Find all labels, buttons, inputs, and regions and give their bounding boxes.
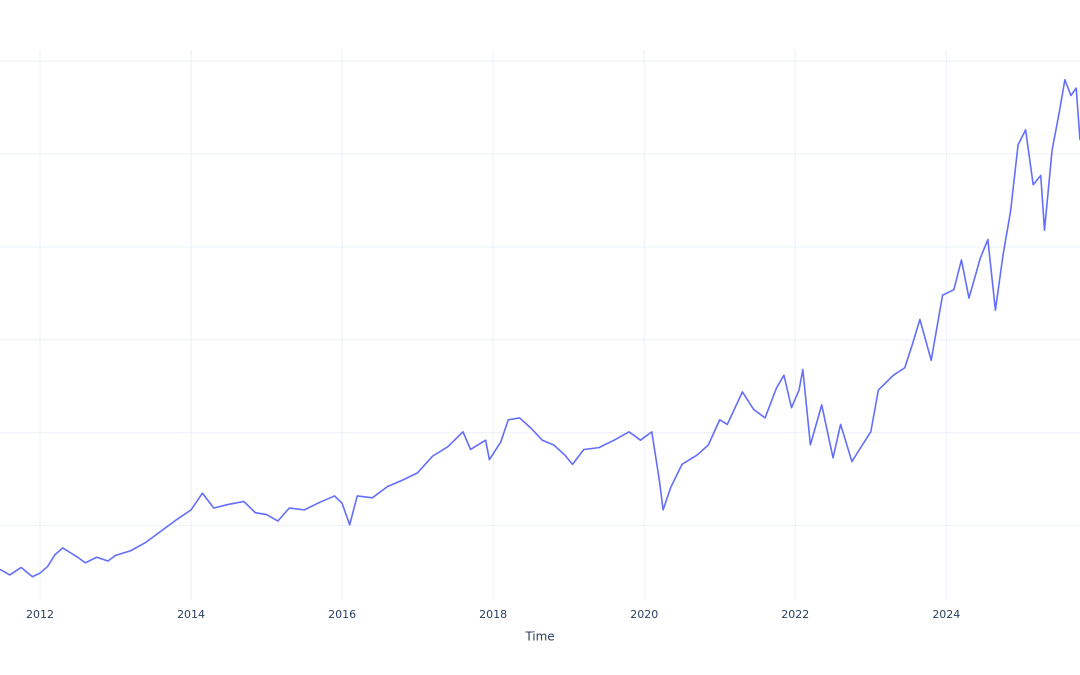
line-series <box>0 78 1080 578</box>
x-tick-label: 2016 <box>328 608 356 621</box>
x-tick-label: 2020 <box>630 608 658 621</box>
x-tick-label: 2012 <box>26 608 54 621</box>
x-tick-label: 2014 <box>177 608 205 621</box>
x-axis-title: Time <box>524 630 554 644</box>
x-tick-label: 2022 <box>781 608 809 621</box>
x-tick-label: 2024 <box>932 608 960 621</box>
x-tick-label: 2018 <box>479 608 507 621</box>
